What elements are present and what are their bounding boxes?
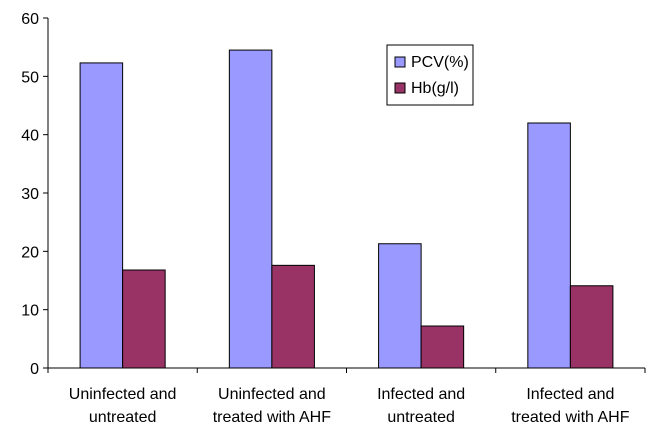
x-category-label: treated with AHF — [213, 409, 332, 426]
bars — [79, 49, 614, 369]
y-tick-label: 20 — [21, 244, 39, 261]
legend-label-hb: Hb(g/l) — [411, 80, 459, 97]
x-category-label: Uninfected and — [218, 386, 326, 403]
x-category-label: untreated — [387, 409, 455, 426]
bar-hb-3 — [569, 285, 614, 369]
bar-hb-0 — [122, 269, 166, 369]
y-tick-label: 40 — [21, 128, 39, 145]
x-category-label: untreated — [89, 409, 157, 426]
legend-label-pcv: PCV(%) — [411, 54, 469, 71]
x-category-label: Infected and — [526, 386, 614, 403]
y-tick-label: 60 — [21, 11, 39, 28]
legend-box — [386, 44, 474, 106]
labels: Uninfected and untreated Uninfected and tre… — [69, 386, 630, 426]
bar-hb-2 — [420, 325, 465, 369]
bar-hb-1 — [271, 264, 315, 369]
x-category-label: Infected and — [377, 386, 465, 403]
bar-pcv-0 — [79, 62, 124, 369]
y-tick-label: 30 — [21, 186, 39, 203]
x-category-label: Uninfected and — [69, 386, 177, 403]
legend-swatch-hb — [394, 82, 406, 94]
bar-pcv-3 — [527, 122, 571, 369]
legend: PCV(%) Hb(g/l) — [386, 44, 474, 106]
y-tick-label: 0 — [30, 361, 39, 378]
legend-swatch-pcv — [394, 56, 406, 68]
y-tick-label: 10 — [21, 303, 39, 320]
y-tick-label: 50 — [21, 69, 39, 86]
bar-pcv-2 — [378, 243, 422, 369]
bar-pcv-1 — [228, 49, 273, 369]
x-category-label: treated with AHF — [511, 409, 630, 426]
